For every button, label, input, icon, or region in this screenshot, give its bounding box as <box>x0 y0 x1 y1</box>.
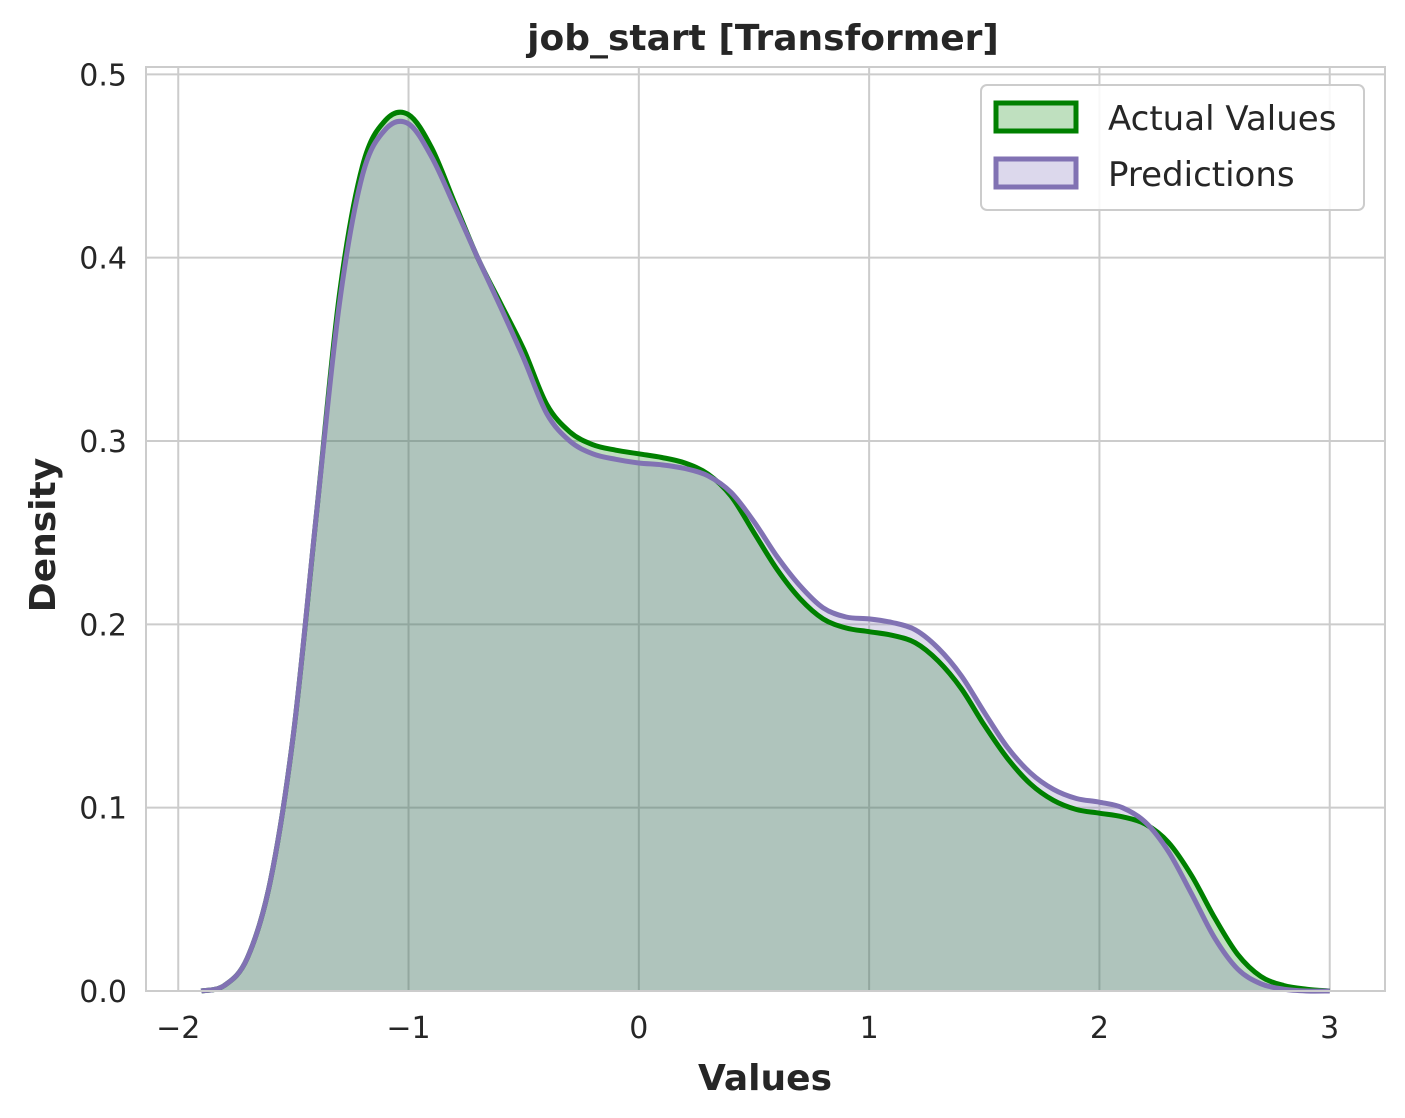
x-axis-title: Values <box>698 1058 832 1099</box>
x-tick-labels: −2 −1 0 1 2 3 <box>156 1011 1339 1046</box>
y-tick-label: 0.4 <box>79 242 127 277</box>
y-tick-label: 0.2 <box>79 608 127 643</box>
y-tick-label: 0.0 <box>79 975 127 1010</box>
legend-swatch-0 <box>993 100 1079 134</box>
series-lines <box>200 109 1330 994</box>
legend: Actual Values Predictions <box>980 84 1365 211</box>
plot-frame <box>145 66 1386 992</box>
series-line-1 <box>200 118 1330 994</box>
legend-swatch-1 <box>993 156 1079 190</box>
y-tick-label: 0.3 <box>79 425 127 460</box>
legend-label-1: Predictions <box>1108 155 1295 195</box>
grid-lines <box>146 67 1385 992</box>
y-tick-label: 0.5 <box>79 58 127 93</box>
x-tick-label: 0 <box>629 1011 648 1046</box>
x-tick-label: −2 <box>156 1011 200 1046</box>
x-tick-label: 2 <box>1090 1011 1109 1046</box>
legend-label-0: Actual Values <box>1108 99 1336 139</box>
x-tick-label: 1 <box>860 1011 879 1046</box>
chart-title: job_start [Transformer] <box>525 18 999 59</box>
x-tick-label: 3 <box>1320 1011 1339 1046</box>
y-tick-labels: 0.0 0.1 0.2 0.3 0.4 0.5 <box>79 58 127 1010</box>
series-area-1 <box>201 121 1330 992</box>
y-axis-title: Density <box>23 458 64 612</box>
y-tick-label: 0.1 <box>79 792 127 827</box>
x-tick-label: −1 <box>386 1011 430 1046</box>
